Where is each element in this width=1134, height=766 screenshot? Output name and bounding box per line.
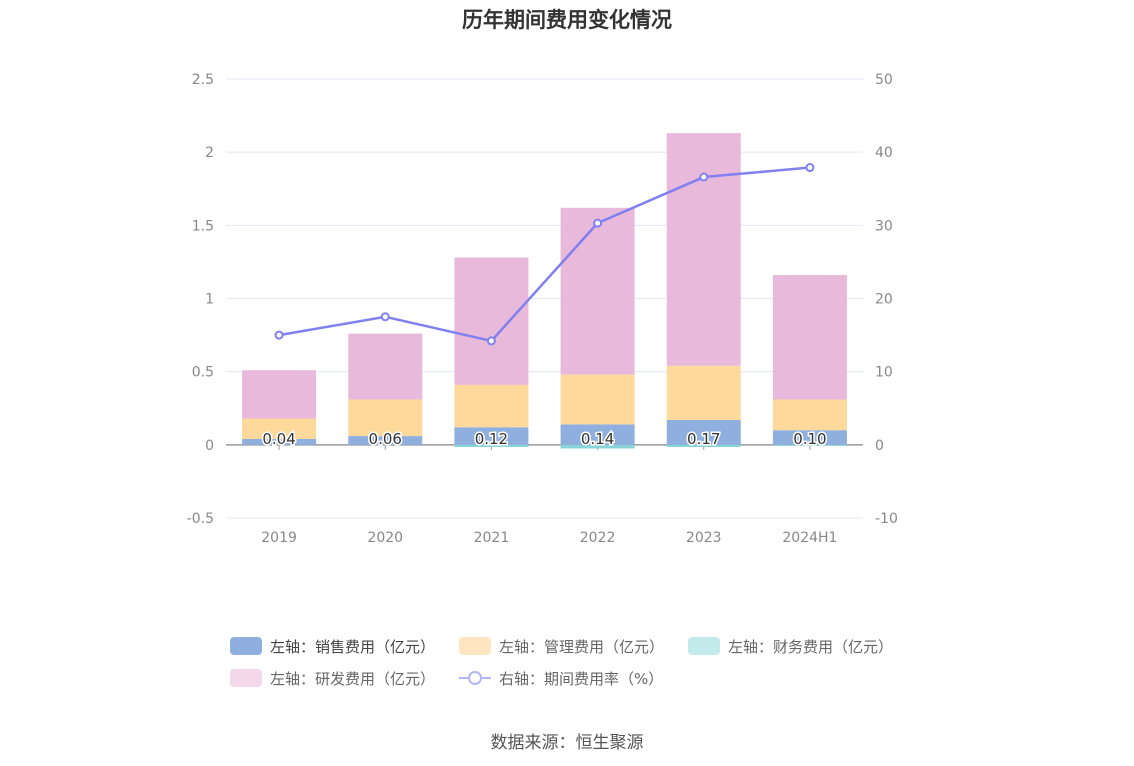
x-tick-label-3: 2022 (580, 530, 616, 546)
data-source: 数据来源：恒生聚源 (490, 733, 644, 753)
expense-rate-point-3 (593, 218, 603, 228)
sales-data-label-3: 0.14 (581, 430, 614, 448)
sales-data-label-2: 0.12 (475, 430, 508, 448)
bar-2-2021 (454, 444, 529, 448)
legend-item-rd[interactable]: 左轴：研发费用（亿元） (230, 668, 435, 689)
bar-2-2024H1 (772, 444, 847, 446)
bar-1-2020 (348, 399, 423, 437)
bar-3-2019 (242, 370, 317, 419)
y-left-tick-label-1: 0 (205, 438, 214, 454)
legend-swatch-rd (230, 669, 262, 687)
x-tick-label-2: 2021 (474, 530, 510, 546)
legend-item-sales[interactable]: 左轴：销售费用（亿元） (230, 636, 435, 657)
bar-0-2023 (666, 419, 741, 445)
x-tick-label-0: 2019 (261, 530, 297, 546)
bar-0-2020 (348, 436, 423, 445)
sales-data-label-5: 0.10 (793, 430, 826, 448)
legend-swatch-admin (459, 637, 492, 655)
legend-label-rd: 左轴：研发费用（亿元） (270, 669, 436, 688)
y-left-tick-label-2: 0.5 (192, 365, 214, 381)
legend-item-expense-rate[interactable]: 右轴：期间费用率（%） (459, 668, 663, 689)
y-right-tick-label-4: 30 (875, 218, 893, 234)
expense-rate-point-5 (805, 163, 815, 173)
expense-rate-line (278, 166, 811, 343)
legend-label-finance: 左轴：财务费用（亿元） (728, 637, 894, 656)
x-tick-label-4: 2023 (686, 530, 722, 546)
legend-item-finance[interactable]: 左轴：财务费用（亿元） (688, 636, 893, 657)
legend-label-admin: 左轴：管理费用（亿元） (499, 637, 665, 656)
y-right-tick-label-5: 40 (875, 145, 893, 161)
chart-legend: 左轴：销售费用（亿元） 左轴：管理费用（亿元） 左轴：财务费用（亿元） 左轴：研… (230, 630, 930, 694)
y-left-tick-label-6: 2.5 (192, 72, 214, 88)
bar-1-2023 (666, 365, 741, 420)
y-left-tick-label-4: 1.5 (192, 218, 214, 234)
bar-3-2024H1 (772, 275, 847, 400)
y-right-tick-label-1: 0 (875, 438, 884, 454)
sales-data-label-4: 0.17 (687, 430, 720, 448)
bar-0-2024H1 (772, 430, 847, 445)
bar-3-2021 (454, 257, 529, 385)
y-left-tick-label-5: 2 (205, 145, 214, 161)
expense-rate-point-0 (274, 330, 284, 340)
bar-1-2019 (242, 418, 317, 439)
expense-rate-point-2 (486, 336, 496, 346)
y-left-tick-label-3: 1 (205, 292, 214, 308)
expense-rate-point-4 (699, 172, 709, 182)
bar-3-2023 (666, 133, 741, 366)
bar-0-2022 (560, 424, 635, 445)
bar-0-2021 (454, 427, 529, 445)
bar-0-2019 (242, 438, 317, 445)
bar-3-2020 (348, 333, 423, 400)
bar-1-2022 (560, 374, 635, 425)
legend-swatch-finance (688, 637, 721, 655)
sales-data-label-1: 0.06 (369, 430, 402, 448)
y-right-tick-label-6: 50 (875, 72, 893, 88)
legend-swatch-sales (230, 637, 262, 655)
chart-canvas: -0.5 0 0.5 1 1.5 2 2.5 -10 0 10 20 30 40 50 2019 2020 20… (187, 72, 898, 546)
x-tick-label-1: 2020 (367, 530, 403, 546)
legend-swatch-expense-rate (459, 669, 492, 687)
y-left-tick-label-0: -0.5 (187, 511, 214, 527)
y-right-tick-label-2: 10 (875, 365, 893, 381)
bar-2-2023 (666, 444, 741, 448)
y-right-tick-label-0: -10 (875, 511, 898, 527)
legend-item-admin[interactable]: 左轴：管理费用（亿元） (459, 636, 664, 657)
sales-data-label-0: 0.04 (262, 430, 295, 448)
legend-label-sales: 左轴：销售费用（亿元） (270, 637, 436, 656)
x-tick-label-5: 2024H1 (782, 530, 837, 546)
bar-1-2021 (454, 384, 529, 428)
bar-1-2024H1 (772, 399, 847, 431)
y-right-tick-label-3: 20 (875, 292, 893, 308)
bar-3-2022 (560, 207, 635, 375)
expense-rate-point-1 (380, 312, 390, 322)
legend-label-expense-rate: 右轴：期间费用率（%） (499, 669, 664, 688)
bar-2-2022 (560, 444, 635, 449)
chart-title: 历年期间费用变化情况 (462, 8, 672, 32)
